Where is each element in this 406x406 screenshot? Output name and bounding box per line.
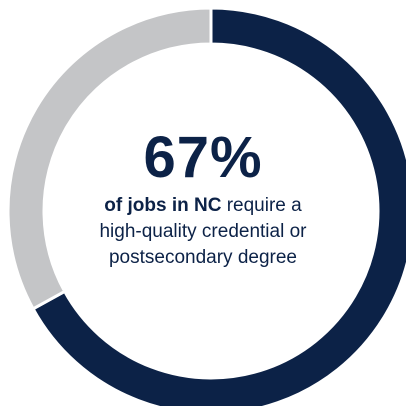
- center-percentage: 67%: [143, 125, 263, 190]
- caption-line-1: of jobs in NC require a: [53, 193, 353, 219]
- donut-slice-credential-required: [31, 6, 406, 406]
- caption-line-3: postsecondary degree: [108, 247, 297, 268]
- caption-bold: of jobs in NC: [104, 195, 222, 216]
- caption-line-1-rest: require a: [221, 195, 302, 216]
- caption-line-2: high-quality credential or: [99, 221, 307, 242]
- donut-slice-other: [6, 6, 213, 311]
- center-caption: of jobs in NC require a high-quality cre…: [53, 193, 353, 271]
